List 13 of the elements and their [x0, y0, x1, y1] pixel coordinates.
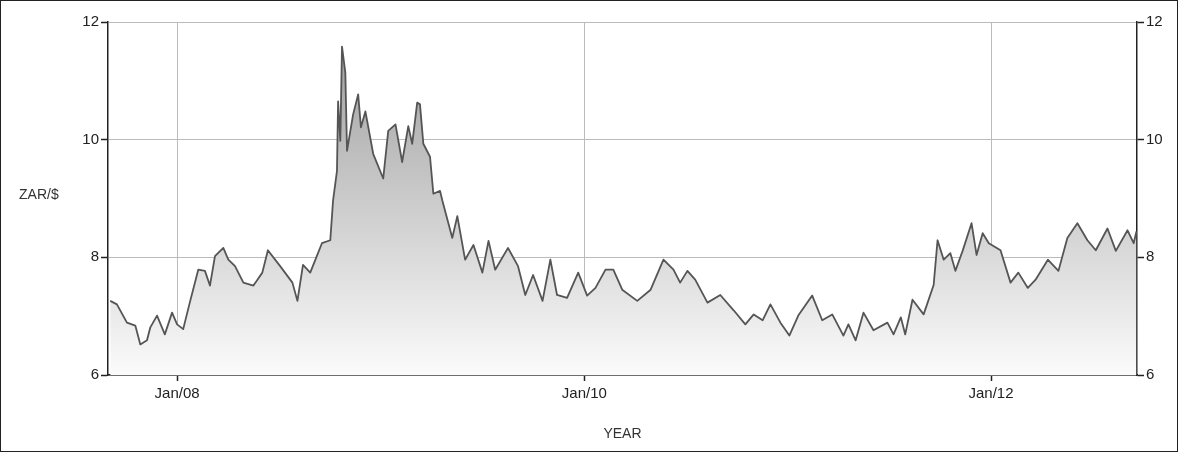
y2-tick-label: 8 — [1146, 247, 1155, 265]
y-tick-label: 8 — [90, 247, 99, 265]
y2-tick-label: 10 — [1146, 129, 1163, 147]
y2-tick-label: 12 — [1146, 12, 1163, 30]
x-tick-label: Jan/10 — [561, 384, 607, 402]
y2-tick-label: 6 — [1146, 365, 1155, 383]
x-tick-label: Jan/12 — [968, 384, 1014, 402]
x-tick-label: Jan/08 — [154, 384, 200, 402]
y-tick-label: 12 — [82, 12, 99, 30]
y-tick-label: 10 — [82, 129, 99, 147]
x-axis-title: YEAR — [603, 425, 642, 442]
y-axis-title: ZAR/$ — [19, 185, 59, 202]
y-tick-label: 6 — [90, 365, 99, 383]
